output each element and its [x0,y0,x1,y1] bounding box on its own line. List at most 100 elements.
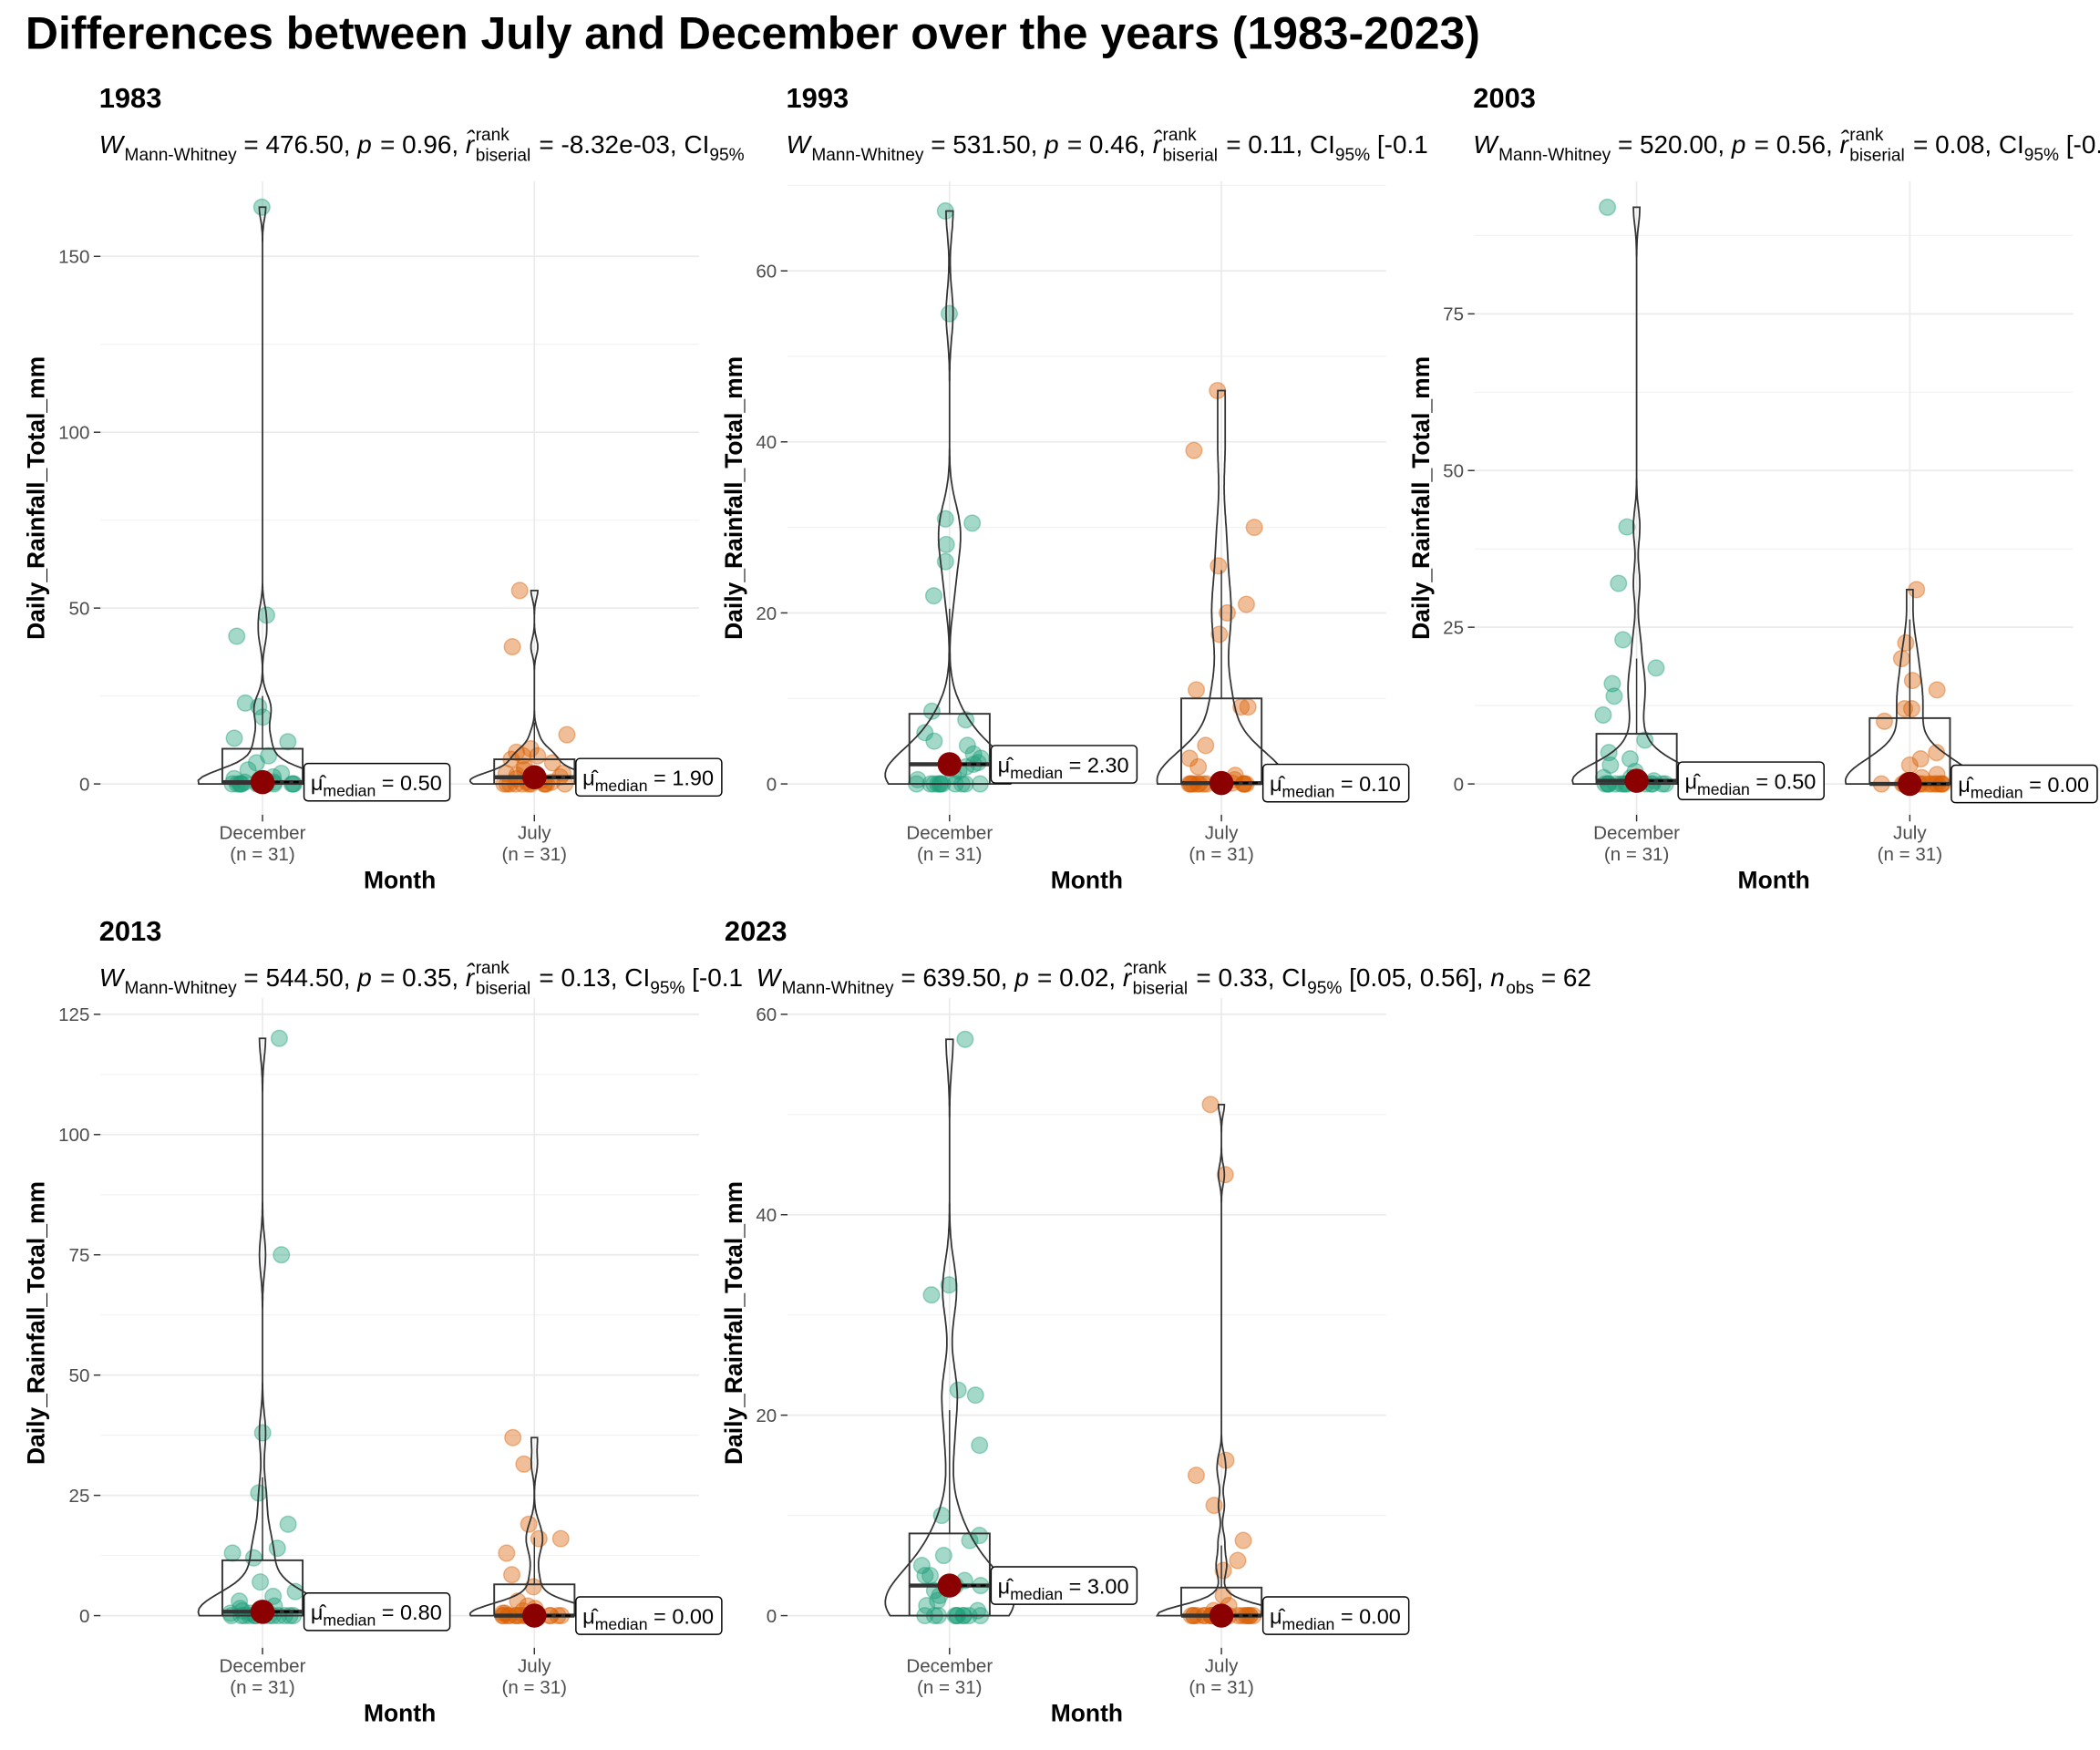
stat-text: = 0.35, [373,963,466,992]
y-tick-label: 0 [79,1606,89,1627]
violin [1844,588,1975,785]
y-tick-label: 100 [58,1125,89,1146]
y-tick-label: 75 [1443,304,1464,325]
x-tick-count: (n = 31) [230,844,294,865]
data-point [969,1601,987,1620]
y-tick-label: 50 [69,598,90,619]
stat-text: = 62 [1534,963,1591,992]
superscript-text: rank [1163,126,1198,145]
data-point [1902,700,1920,718]
data-point [503,638,521,656]
y-tick-label: 125 [58,1004,89,1025]
median-label-box [1677,761,1825,800]
panel-1983: 0 50 100 150 1983 W Mann-Whitney = 476.50, p =… [22,82,745,894]
subscript-text: biserial [1849,146,1904,165]
data-point [1911,750,1930,768]
data-point [1603,674,1621,693]
data-point [1210,557,1228,575]
data-point [1614,631,1632,649]
group-july: July(n = 31) μ̂ median = 0.00 [468,1428,723,1698]
y-axis-label: Daily_Rainfall_Total_mm [22,356,49,640]
group-july: July(n = 31) μ̂ median = 0.00 [1844,581,2098,865]
subscript-text: 95% [1307,979,1342,998]
stat-text: = 0.96, [373,130,466,159]
group-december: December(n = 31) μ̂ median = 0.50 [197,198,451,865]
median-label: μ̂ median = 2.30 [990,745,1138,784]
x-tick-label: July [1205,1655,1239,1676]
stat-text: = 0.00 [1334,1604,1401,1628]
data-point [1201,1096,1220,1114]
y-tick-label: 20 [756,603,777,624]
group-december: December(n = 31) μ̂ median = 0.80 [197,1029,451,1698]
median-label: μ̂ median = 0.00 [1951,764,2098,804]
data-point [529,746,547,765]
stat-text: μ̂ [1270,1604,1286,1628]
y-tick-label: 0 [1454,774,1464,795]
stat-text: = 639.50, [894,963,1015,992]
subscript-text: 95% [2024,146,2059,165]
stat-text: = 0.13, [532,963,625,992]
panel-1993: 0 20 40 60 1993 W Mann-Whitney = 531.50, p = 0… [720,82,1428,894]
data-point [937,535,955,553]
group-july: July(n = 31) μ̂ median = 0.00 [1155,1096,1410,1698]
stat-text: = 3.00 [1063,1574,1129,1598]
stat-text: [-0.20 [2059,130,2100,159]
y-axis-label: Daily_Rainfall_Total_mm [22,1181,49,1465]
data-point [502,1566,521,1584]
median-label-box [1951,764,2098,804]
stat-text: = 520.00, [1611,130,1732,159]
data-point [1234,1531,1252,1549]
violin [197,206,328,785]
median-point [250,769,275,795]
subscript-text: 95% [1335,146,1370,165]
median-label: μ̂ median = 1.90 [575,757,723,798]
data-point [264,1587,283,1606]
stat-text: = 0.08, [1906,130,1999,159]
data-point [1197,736,1215,755]
data-point [1229,1551,1247,1570]
data-point [1647,659,1665,677]
panel-subtitle: W Mann-Whitney = 531.50, p = 0.46, r̂ rank… [787,126,1428,165]
stat-text: = 0.00 [2023,773,2090,797]
median-point [1898,771,1922,797]
subscript-text: median [1697,780,1750,798]
stat-text: μ̂ [1270,772,1286,796]
x-tick-count: (n = 31) [502,844,567,865]
data-point [929,1591,947,1610]
data-point [1185,441,1203,459]
data-point [223,1544,242,1562]
data-point [1189,757,1208,776]
subscript-text: Mann-Whitney [125,979,238,998]
violin [468,1436,600,1617]
data-point [551,1529,570,1548]
group-july: July(n = 31) μ̂ median = 0.10 [1156,381,1410,865]
y-axis-label: Daily_Rainfall_Total_mm [720,356,747,640]
stat-text: = 1.90 [648,767,715,790]
y-tick-label: 100 [58,423,89,444]
data-point [940,304,959,323]
superscript-text: rank [1133,959,1168,978]
x-tick-count: (n = 31) [1189,1677,1253,1698]
median-label: μ̂ median = 0.80 [303,1592,451,1632]
stat-text: = 531.50, [923,130,1045,159]
panel-title: 1983 [99,82,162,114]
stat-text: = 2.30 [1063,753,1129,777]
data-point [260,746,278,765]
y-tick-label: 40 [756,1205,777,1226]
median-label: μ̂ median = 3.00 [990,1566,1138,1605]
stat-text: p [1014,963,1029,992]
superscript-text: rank [476,126,510,145]
data-point [1237,595,1255,613]
violin [1571,206,1703,785]
panel-2003: 0 25 50 75 2003 W Mann-Whitney = 520.00, p = 0… [1407,82,2100,894]
panel-subtitle: W Mann-Whitney = 476.50, p = 0.96, r̂ rank… [99,126,745,165]
median-label-box [303,762,451,802]
subscript-text: obs [1506,979,1534,998]
data-point [1205,1497,1223,1515]
stat-text: CI [624,963,650,992]
x-axis-label: Month [1738,867,1810,894]
x-tick-label: December [906,822,993,843]
data-point [1900,756,1919,775]
y-axis-label: Daily_Rainfall_Total_mm [1407,356,1435,640]
